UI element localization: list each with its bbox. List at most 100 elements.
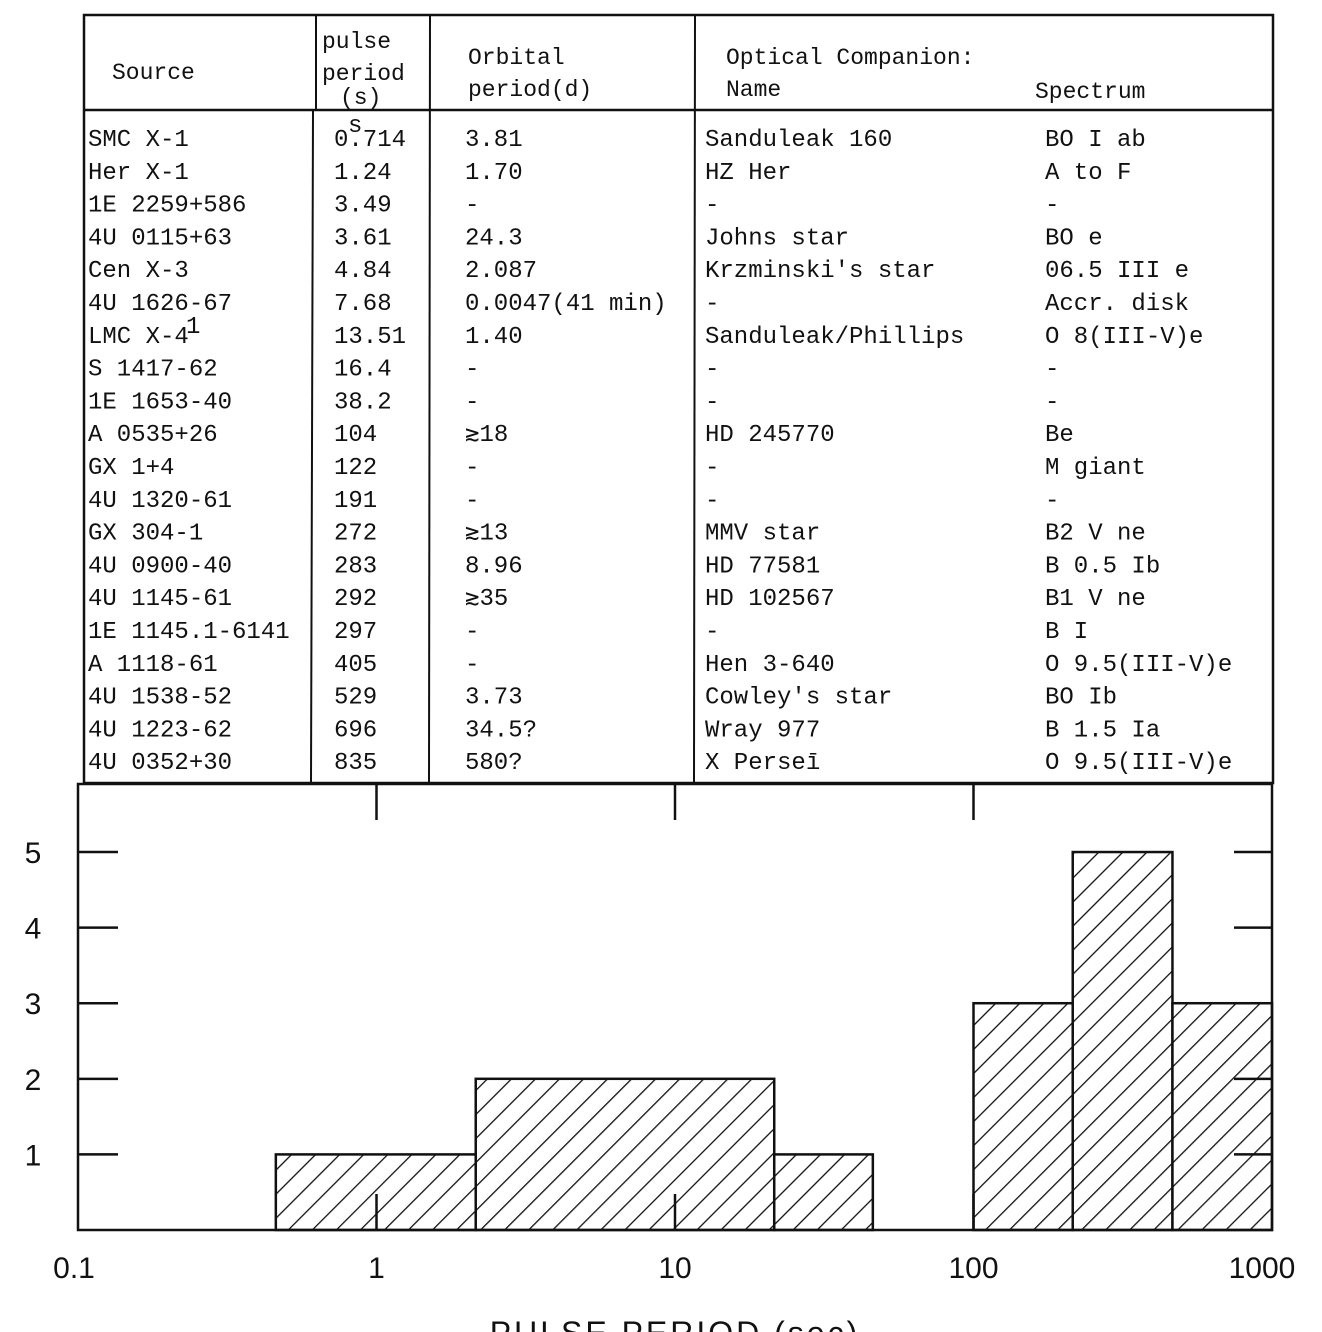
- cell-name: Krzminski's star: [705, 258, 935, 285]
- cell-pulse: 191: [334, 488, 377, 515]
- table-row: 1E 2259+586 3.49 - - -: [88, 193, 1059, 220]
- x-tick-label: 10: [658, 1252, 691, 1285]
- histogram-bar: [1171, 1001, 1274, 1232]
- axis-ticks: [78, 784, 1272, 1230]
- cell-orbital: 34.5?: [465, 717, 537, 744]
- cell-pulse: 405: [334, 652, 377, 679]
- cell-pulse: 104: [334, 422, 377, 449]
- cell-source: 4U 0900-40: [88, 553, 232, 580]
- cell-source: Her X-1: [88, 160, 189, 187]
- cell-spectrum: -: [1045, 193, 1059, 220]
- cell-spectrum: B I: [1045, 619, 1088, 646]
- table-row: Her X-1 1.24 1.70 HZ Her A to F: [88, 160, 1131, 187]
- cell-orbital: -: [465, 619, 479, 646]
- cell-name: Sanduleak/Phillips: [705, 324, 964, 351]
- cell-orbital: 3.73: [465, 685, 523, 712]
- cell-pulse: 13.51: [334, 324, 406, 351]
- cell-pulse: 16.4: [334, 357, 392, 384]
- y-tick-label: 3: [25, 988, 42, 1021]
- cell-orbital: 2.087: [465, 258, 537, 285]
- cell-orbital: 3.81: [465, 127, 523, 154]
- cell-spectrum: BO e: [1045, 225, 1103, 252]
- table-row: 1E 1653-40 38.2 - - -: [88, 389, 1059, 416]
- cell-pulse: 38.2: [334, 389, 392, 416]
- cell-pulse: 835: [334, 750, 377, 777]
- table-row: 4U 0352+30 835 580? X Perseī O 9.5(III-V)e: [88, 750, 1232, 777]
- cell-pulse: 3.61: [334, 225, 392, 252]
- cell-orbital: 1.70: [465, 160, 523, 187]
- table-row: 4U 1626-67 7.68 0.0047(41 min) - Accr. disk: [88, 291, 1189, 318]
- cell-orbital: -: [465, 652, 479, 679]
- histogram-bar: [772, 1153, 875, 1232]
- cell-orbital: 8.96: [465, 553, 523, 580]
- header-orbital-2: period(d): [468, 77, 592, 103]
- cell-source: 1E 1653-40: [88, 389, 232, 416]
- cell-spectrum: 06.5 III e: [1045, 258, 1189, 285]
- cell-source: Cen X-3: [88, 258, 189, 285]
- cell-source: 4U 1223-62: [88, 717, 232, 744]
- header-companion: Optical Companion:: [726, 45, 974, 71]
- cell-spectrum: B 1.5 Ia: [1045, 717, 1160, 744]
- cell-pulse: 122: [334, 455, 377, 482]
- table-row: 4U 1145-61 292 ≳35 HD 102567 B1 V ne: [88, 586, 1146, 613]
- cell-orbital: ≳35: [465, 586, 508, 613]
- y-tick-label: 1: [25, 1139, 42, 1172]
- histogram-bar: [474, 1077, 776, 1232]
- cell-source: GX 1+4: [88, 455, 174, 482]
- col-divider-3: [693, 14, 696, 784]
- histogram-bar: [972, 1001, 1074, 1232]
- cell-pulse: 297: [334, 619, 377, 646]
- table-row: 1E 1145.1-6141 297 - - B I: [88, 619, 1088, 646]
- cell-spectrum: B1 V ne: [1045, 586, 1146, 613]
- cell-spectrum: -: [1045, 389, 1059, 416]
- header-source: Source: [112, 60, 195, 86]
- cell-source: GX 304-1: [88, 521, 203, 548]
- cell-pulse: 696: [334, 717, 377, 744]
- histogram-chart: 1 2 3 4 5 0.1 1 10 100 1000 PULSE PERIOD (sec): [25, 782, 1295, 1332]
- cell-orbital: -: [465, 488, 479, 515]
- header-name: Name: [726, 77, 781, 103]
- cell-source-superscript: 1: [186, 314, 200, 341]
- header-spectrum: Spectrum: [1035, 79, 1145, 105]
- cell-pulse: 529: [334, 685, 377, 712]
- cell-pulse: 0.714: [334, 127, 406, 154]
- cell-source: A 1118-61: [88, 652, 218, 679]
- header-pulse-1: pulse: [322, 29, 391, 55]
- table-row: 4U 1223-62 696 34.5? Wray 977 B 1.5 Ia: [88, 717, 1160, 744]
- cell-spectrum: O 8(III-V)e: [1045, 324, 1203, 351]
- cell-orbital: 1.40: [465, 324, 523, 351]
- header-pulse-3: (s): [340, 85, 381, 111]
- cell-pulse: 292: [334, 586, 377, 613]
- cell-spectrum: B 0.5 Ib: [1045, 553, 1160, 580]
- cell-spectrum: BO I ab: [1045, 127, 1146, 154]
- cell-source: 4U 0352+30: [88, 750, 232, 777]
- cell-source: S 1417-62: [88, 357, 218, 384]
- cell-name: Hen 3-640: [705, 652, 835, 679]
- table-header: Source pulse period (s) Orbital period(d…: [112, 29, 1145, 111]
- table-row: SMC X-1 0.714 3.81 Sanduleak 160 BO I ab s: [88, 113, 1146, 154]
- cell-source: 4U 1626-67: [88, 291, 232, 318]
- table-row: Cen X-3 4.84 2.087 Krzminski's star 06.5 III…: [88, 258, 1189, 285]
- table-row: 4U 1320-61 191 - - -: [88, 488, 1059, 515]
- cell-source: 4U 1145-61: [88, 586, 232, 613]
- cell-name: Johns star: [705, 225, 849, 252]
- cell-spectrum: -: [1045, 357, 1059, 384]
- cell-source: 1E 1145.1-6141: [88, 619, 290, 646]
- cell-source: 1E 2259+586: [88, 193, 246, 220]
- y-tick-label: 5: [25, 837, 42, 870]
- cell-name: Cowley's star: [705, 685, 892, 712]
- header-pulse-2: period: [322, 61, 405, 87]
- cell-spectrum: A to F: [1045, 160, 1131, 187]
- x-tick-label: 1: [368, 1252, 385, 1285]
- histogram-bars: [274, 850, 1274, 1232]
- cell-orbital: ≳13: [465, 521, 508, 548]
- cell-source: LMC X-4: [88, 324, 189, 351]
- x-axis-title: PULSE PERIOD (sec): [490, 1315, 861, 1332]
- header-orbital-1: Orbital: [468, 45, 565, 71]
- cell-name: -: [705, 488, 719, 515]
- y-tick-label: 4: [25, 913, 42, 946]
- cell-name: -: [705, 357, 719, 384]
- cell-spectrum: B2 V ne: [1045, 521, 1146, 548]
- cell-source: A 0535+26: [88, 422, 218, 449]
